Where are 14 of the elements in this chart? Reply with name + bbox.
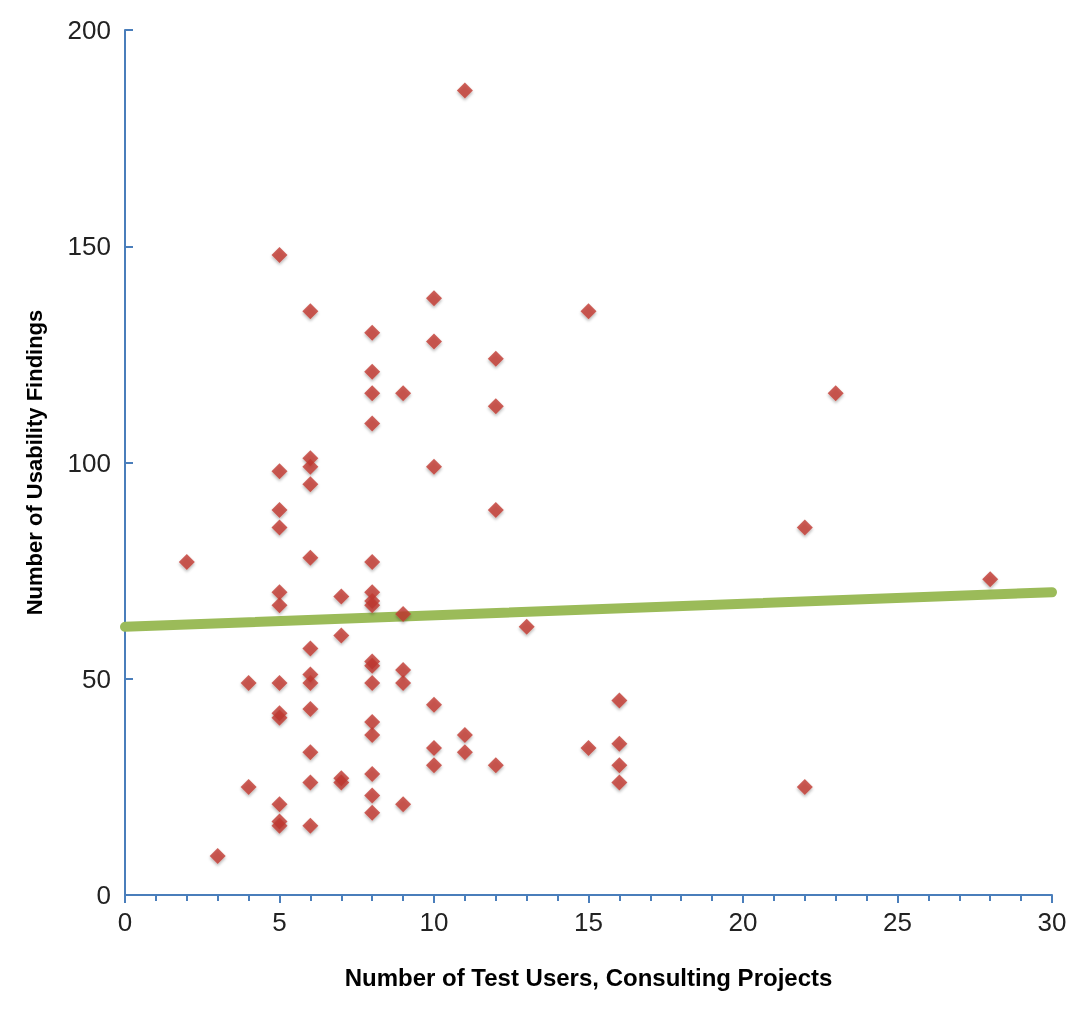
y-axis-title: Number of Usability Findings — [21, 309, 47, 616]
y-tick-label: 150 — [67, 231, 111, 262]
y-tick-label: 100 — [67, 447, 111, 478]
x-tick-label: 10 — [419, 907, 449, 937]
y-tick-label: 50 — [82, 663, 111, 694]
y-tick-label: 0 — [96, 880, 111, 910]
x-tick-label: 30 — [1037, 907, 1067, 937]
x-tick-label: 20 — [728, 907, 758, 937]
x-tick-label: 25 — [883, 907, 912, 937]
x-tick-label: 15 — [574, 907, 603, 937]
x-tick-label: 5 — [272, 907, 287, 937]
x-tick-label: 0 — [117, 907, 133, 937]
x-axis-title: Number of Test Users, Consulting Projects — [344, 963, 833, 991]
y-tick-label: 200 — [67, 15, 111, 45]
